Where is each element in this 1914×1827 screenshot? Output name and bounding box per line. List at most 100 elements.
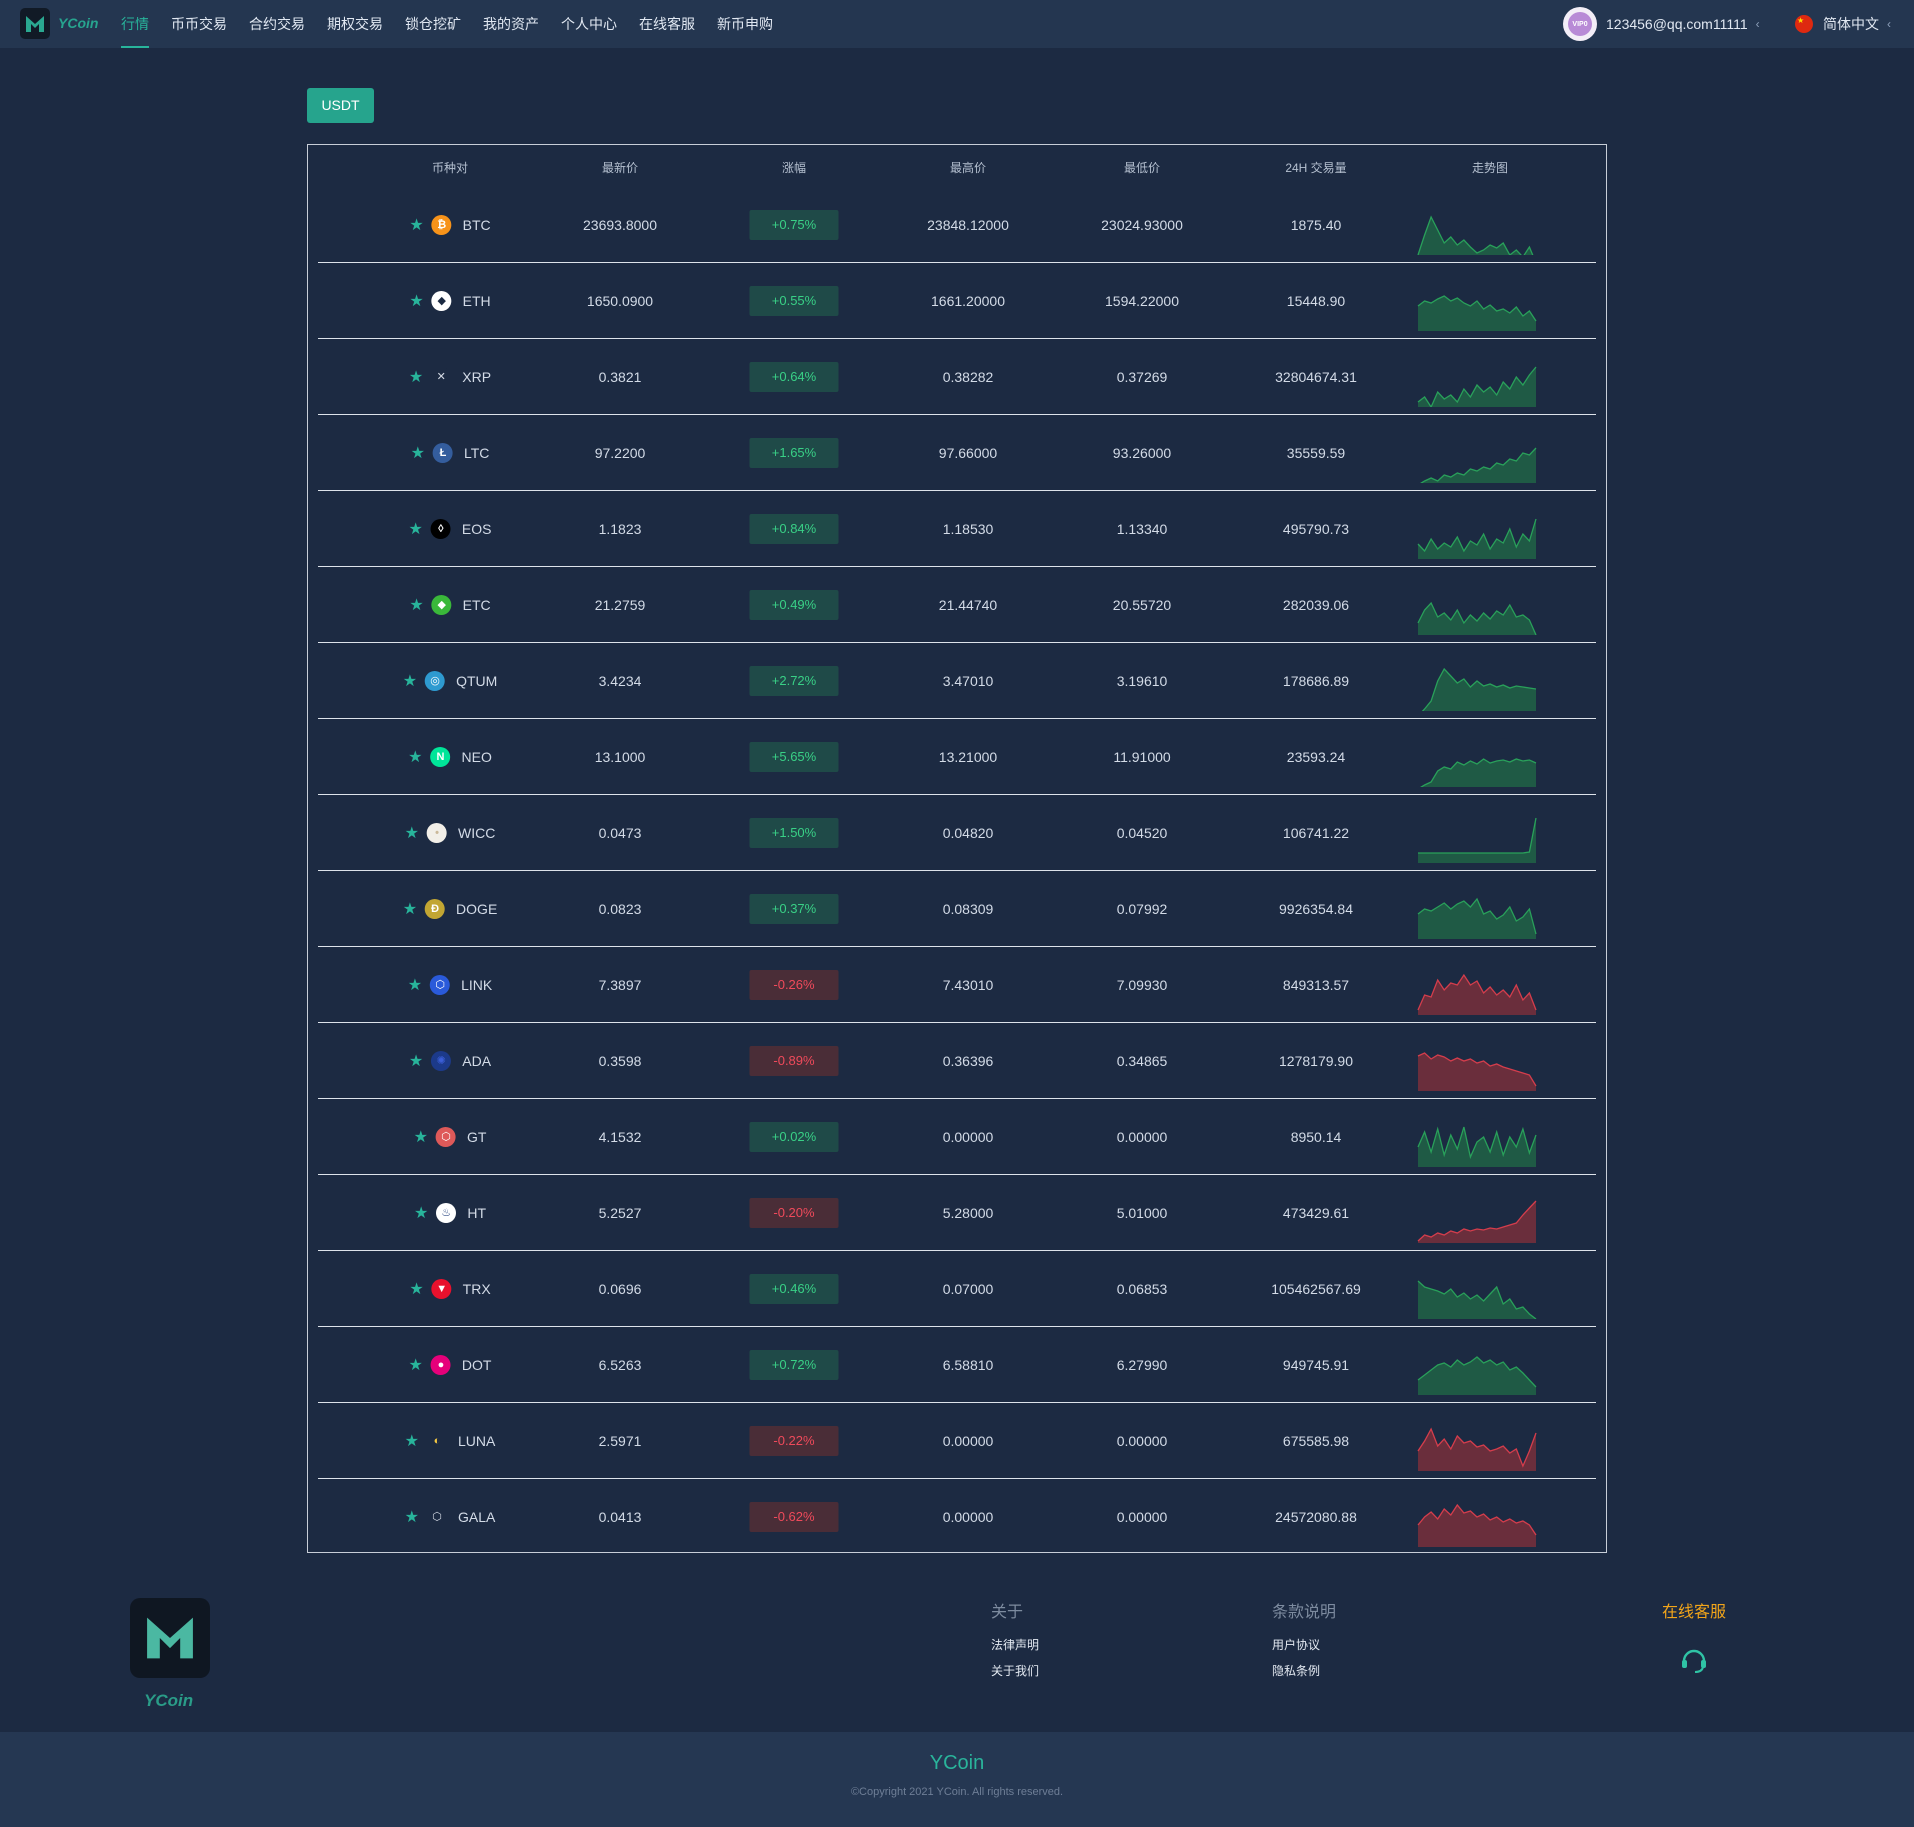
favorite-star-icon[interactable]: ★ (408, 520, 423, 538)
footer-link-about-us[interactable]: 关于我们 (991, 1664, 1040, 1678)
table-row[interactable]: ★ Ð DOGE 0.0823 +0.37% 0.08309 0.07992 9926354.… (318, 871, 1596, 947)
nav-item[interactable]: 行情 (110, 0, 160, 48)
coin-symbol[interactable]: EOS (461, 520, 492, 537)
table-row[interactable]: ★ Ł LTC 97.2200 +1.65% 97.66000 93.26000 35559.… (318, 415, 1596, 491)
coin-symbol[interactable]: QTUM (456, 672, 498, 689)
table-row[interactable]: ★ • WICC 0.0473 +1.50% 0.04820 0.04520 106741.2… (318, 795, 1596, 871)
coin-symbol[interactable]: TRX (462, 1280, 491, 1297)
latest-price: 13.1000 (594, 748, 646, 765)
language-label[interactable]: 简体中文 (1823, 16, 1879, 32)
avatar[interactable]: VIP0 (1563, 7, 1597, 41)
coin-symbol[interactable]: DOGE (456, 900, 498, 917)
footer-link-user-agreement[interactable]: 用户协议 (1272, 1638, 1321, 1652)
favorite-star-icon[interactable]: ★ (404, 824, 420, 842)
table-row[interactable]: ★ ◐ LUNA 2.5971 -0.22% 0.00000 0.00000 675585.9… (318, 1403, 1596, 1479)
favorite-star-icon[interactable]: ★ (407, 976, 423, 994)
chevron-left-icon[interactable]: ‹ (1887, 17, 1891, 31)
trend-sparkline (1417, 1503, 1537, 1547)
headset-icon[interactable] (1678, 1643, 1710, 1675)
coin-symbol[interactable]: NEO (461, 748, 492, 765)
polkadot-icon: ● (430, 1354, 451, 1375)
nav-item[interactable]: 在线客服 (639, 16, 695, 32)
sparkline-line (1417, 518, 1537, 553)
favorite-star-icon[interactable]: ★ (408, 1052, 424, 1070)
table-row[interactable]: ★ ⬡ LINK 7.3897 -0.26% 7.43010 7.09930 849313.5… (318, 947, 1596, 1023)
vip-badge: VIP0 (1568, 12, 1592, 36)
favorite-star-icon[interactable]: ★ (404, 1432, 419, 1450)
favorite-star-icon[interactable]: ★ (413, 1204, 429, 1222)
sparkline-line (1417, 973, 1537, 1011)
logo-icon[interactable] (20, 8, 50, 39)
coin-symbol[interactable]: LUNA (457, 1432, 496, 1449)
coin-symbol[interactable]: GT (466, 1128, 487, 1145)
pair-cell: ★ ◆ ETC (409, 567, 491, 642)
favorite-star-icon[interactable]: ★ (404, 1508, 419, 1526)
coin-symbol[interactable]: BTC (462, 216, 491, 233)
latest-price: 2.5971 (598, 1432, 642, 1449)
favorite-star-icon[interactable]: ★ (410, 444, 425, 462)
etc-icon: ◆ (431, 594, 452, 615)
change-cell: +1.50% (749, 795, 839, 870)
coin-symbol[interactable]: LTC (463, 444, 490, 461)
coin-symbol[interactable]: LINK (461, 976, 493, 993)
tab-usdt[interactable]: USDT (307, 88, 374, 123)
table-row[interactable]: ★ ◎ QTUM 3.4234 +2.72% 3.47010 3.19610 178686.8… (318, 643, 1596, 719)
table-row[interactable]: ★ ◊ EOS 1.1823 +0.84% 1.18530 1.13340 495790.73 (318, 491, 1596, 567)
coin-symbol[interactable]: WICC (458, 824, 496, 841)
table-row[interactable]: ★ ● DOT 6.5263 +0.72% 6.58810 6.27990 949745.91 (318, 1327, 1596, 1403)
footer-link-privacy[interactable]: 隐私条例 (1272, 1664, 1321, 1678)
table-row[interactable]: ★ ⬡ GT 4.1532 +0.02% 0.00000 0.00000 8950.14 (318, 1099, 1596, 1175)
nav-item[interactable]: 个人中心 (561, 16, 617, 32)
coin-symbol[interactable]: ETH (462, 292, 491, 309)
coin-symbol[interactable]: HT (467, 1204, 487, 1221)
favorite-star-icon[interactable]: ★ (408, 1356, 423, 1374)
nav-item[interactable]: 新币申购 (717, 16, 773, 32)
favorite-star-icon[interactable]: ★ (409, 292, 424, 310)
logo-text[interactable]: YCoin (58, 15, 99, 31)
favorite-star-icon[interactable]: ★ (413, 1128, 428, 1146)
favorite-star-icon[interactable]: ★ (408, 368, 424, 386)
volume-24h: 32804674.31 (1275, 368, 1357, 385)
footer-link-legal[interactable]: 法律声明 (991, 1638, 1040, 1652)
nav-item[interactable]: 币币交易 (171, 16, 227, 32)
footer-online-service[interactable]: 在线客服 (1662, 1604, 1727, 1621)
favorite-star-icon[interactable]: ★ (402, 900, 418, 918)
trend-sparkline (1417, 1200, 1537, 1243)
table-row[interactable]: ★ ▼ TRX 0.0696 +0.46% 0.07000 0.06853 105462567… (318, 1251, 1596, 1327)
table-row[interactable]: ★ ◆ ETH 1650.0900 +0.55% 1661.20000 1594.22000… (318, 263, 1596, 339)
coin-symbol[interactable]: DOT (461, 1356, 492, 1373)
nav-item[interactable]: 期权交易 (327, 16, 383, 32)
favorite-star-icon[interactable]: ★ (409, 1280, 424, 1298)
table-row[interactable]: ★ ₿ BTC 23693.8000 +0.75% 23848.12000 23024.93… (318, 187, 1596, 263)
table-row[interactable]: ★ ✺ ADA 0.3598 -0.89% 0.36396 0.34865 1278179.9… (318, 1023, 1596, 1099)
coin-symbol[interactable]: XRP (462, 368, 492, 385)
nav-item[interactable]: 我的资产 (483, 16, 539, 32)
favorite-star-icon[interactable]: ★ (408, 748, 423, 766)
chevron-left-icon[interactable]: ‹ (1755, 17, 1760, 31)
favorite-star-icon[interactable]: ★ (409, 596, 424, 614)
footer-logo-icon[interactable] (130, 1598, 210, 1678)
change-badge: -0.62% (749, 1501, 839, 1532)
coin-symbol[interactable]: ADA (462, 1052, 492, 1069)
table-row[interactable]: ★ N NEO 13.1000 +5.65% 13.21000 11.91000 23593.… (318, 719, 1596, 795)
qtum-icon: ◎ (425, 670, 446, 691)
nav-item[interactable]: 锁仓挖矿 (405, 16, 461, 32)
favorite-star-icon[interactable]: ★ (402, 672, 418, 690)
coin-symbol[interactable]: ETC (462, 596, 491, 613)
trend-sparkline (1418, 758, 1537, 787)
table-row[interactable]: ★ ✕ XRP 0.3821 +0.64% 0.38282 0.37269 32804674.… (318, 339, 1596, 415)
high-price: 0.00000 (942, 1128, 994, 1145)
user-email[interactable]: 123456@qq.com11111 (1606, 16, 1748, 32)
sparkline-area (1418, 1281, 1536, 1319)
main-nav: 行情 币币交易 合约交易 期权交易 锁仓挖矿 我的资产 个人中心 在线客服 新币申购 (110, 0, 784, 48)
high-price: 97.66000 (938, 444, 998, 461)
table-row[interactable]: ★ ♨ HT 5.2527 -0.20% 5.28000 5.01000 473429.61 (318, 1175, 1596, 1251)
nav-item[interactable]: 合约交易 (249, 16, 305, 32)
coin-symbol[interactable]: GALA (457, 1508, 496, 1525)
table-row[interactable]: ★ ⬡ GALA 0.0413 -0.62% 0.00000 0.00000 24572080… (318, 1479, 1596, 1555)
pair-cell: ★ Ł LTC (410, 415, 490, 490)
favorite-star-icon[interactable]: ★ (409, 216, 424, 234)
table-row[interactable]: ★ ◆ ETC 21.2759 +0.49% 21.44740 20.55720 282039… (318, 567, 1596, 643)
language-switcher[interactable]: 简体中文 ‹ (1795, 14, 1891, 34)
user-menu[interactable]: VIP0 123456@qq.com11111 ‹ (1563, 7, 1760, 41)
